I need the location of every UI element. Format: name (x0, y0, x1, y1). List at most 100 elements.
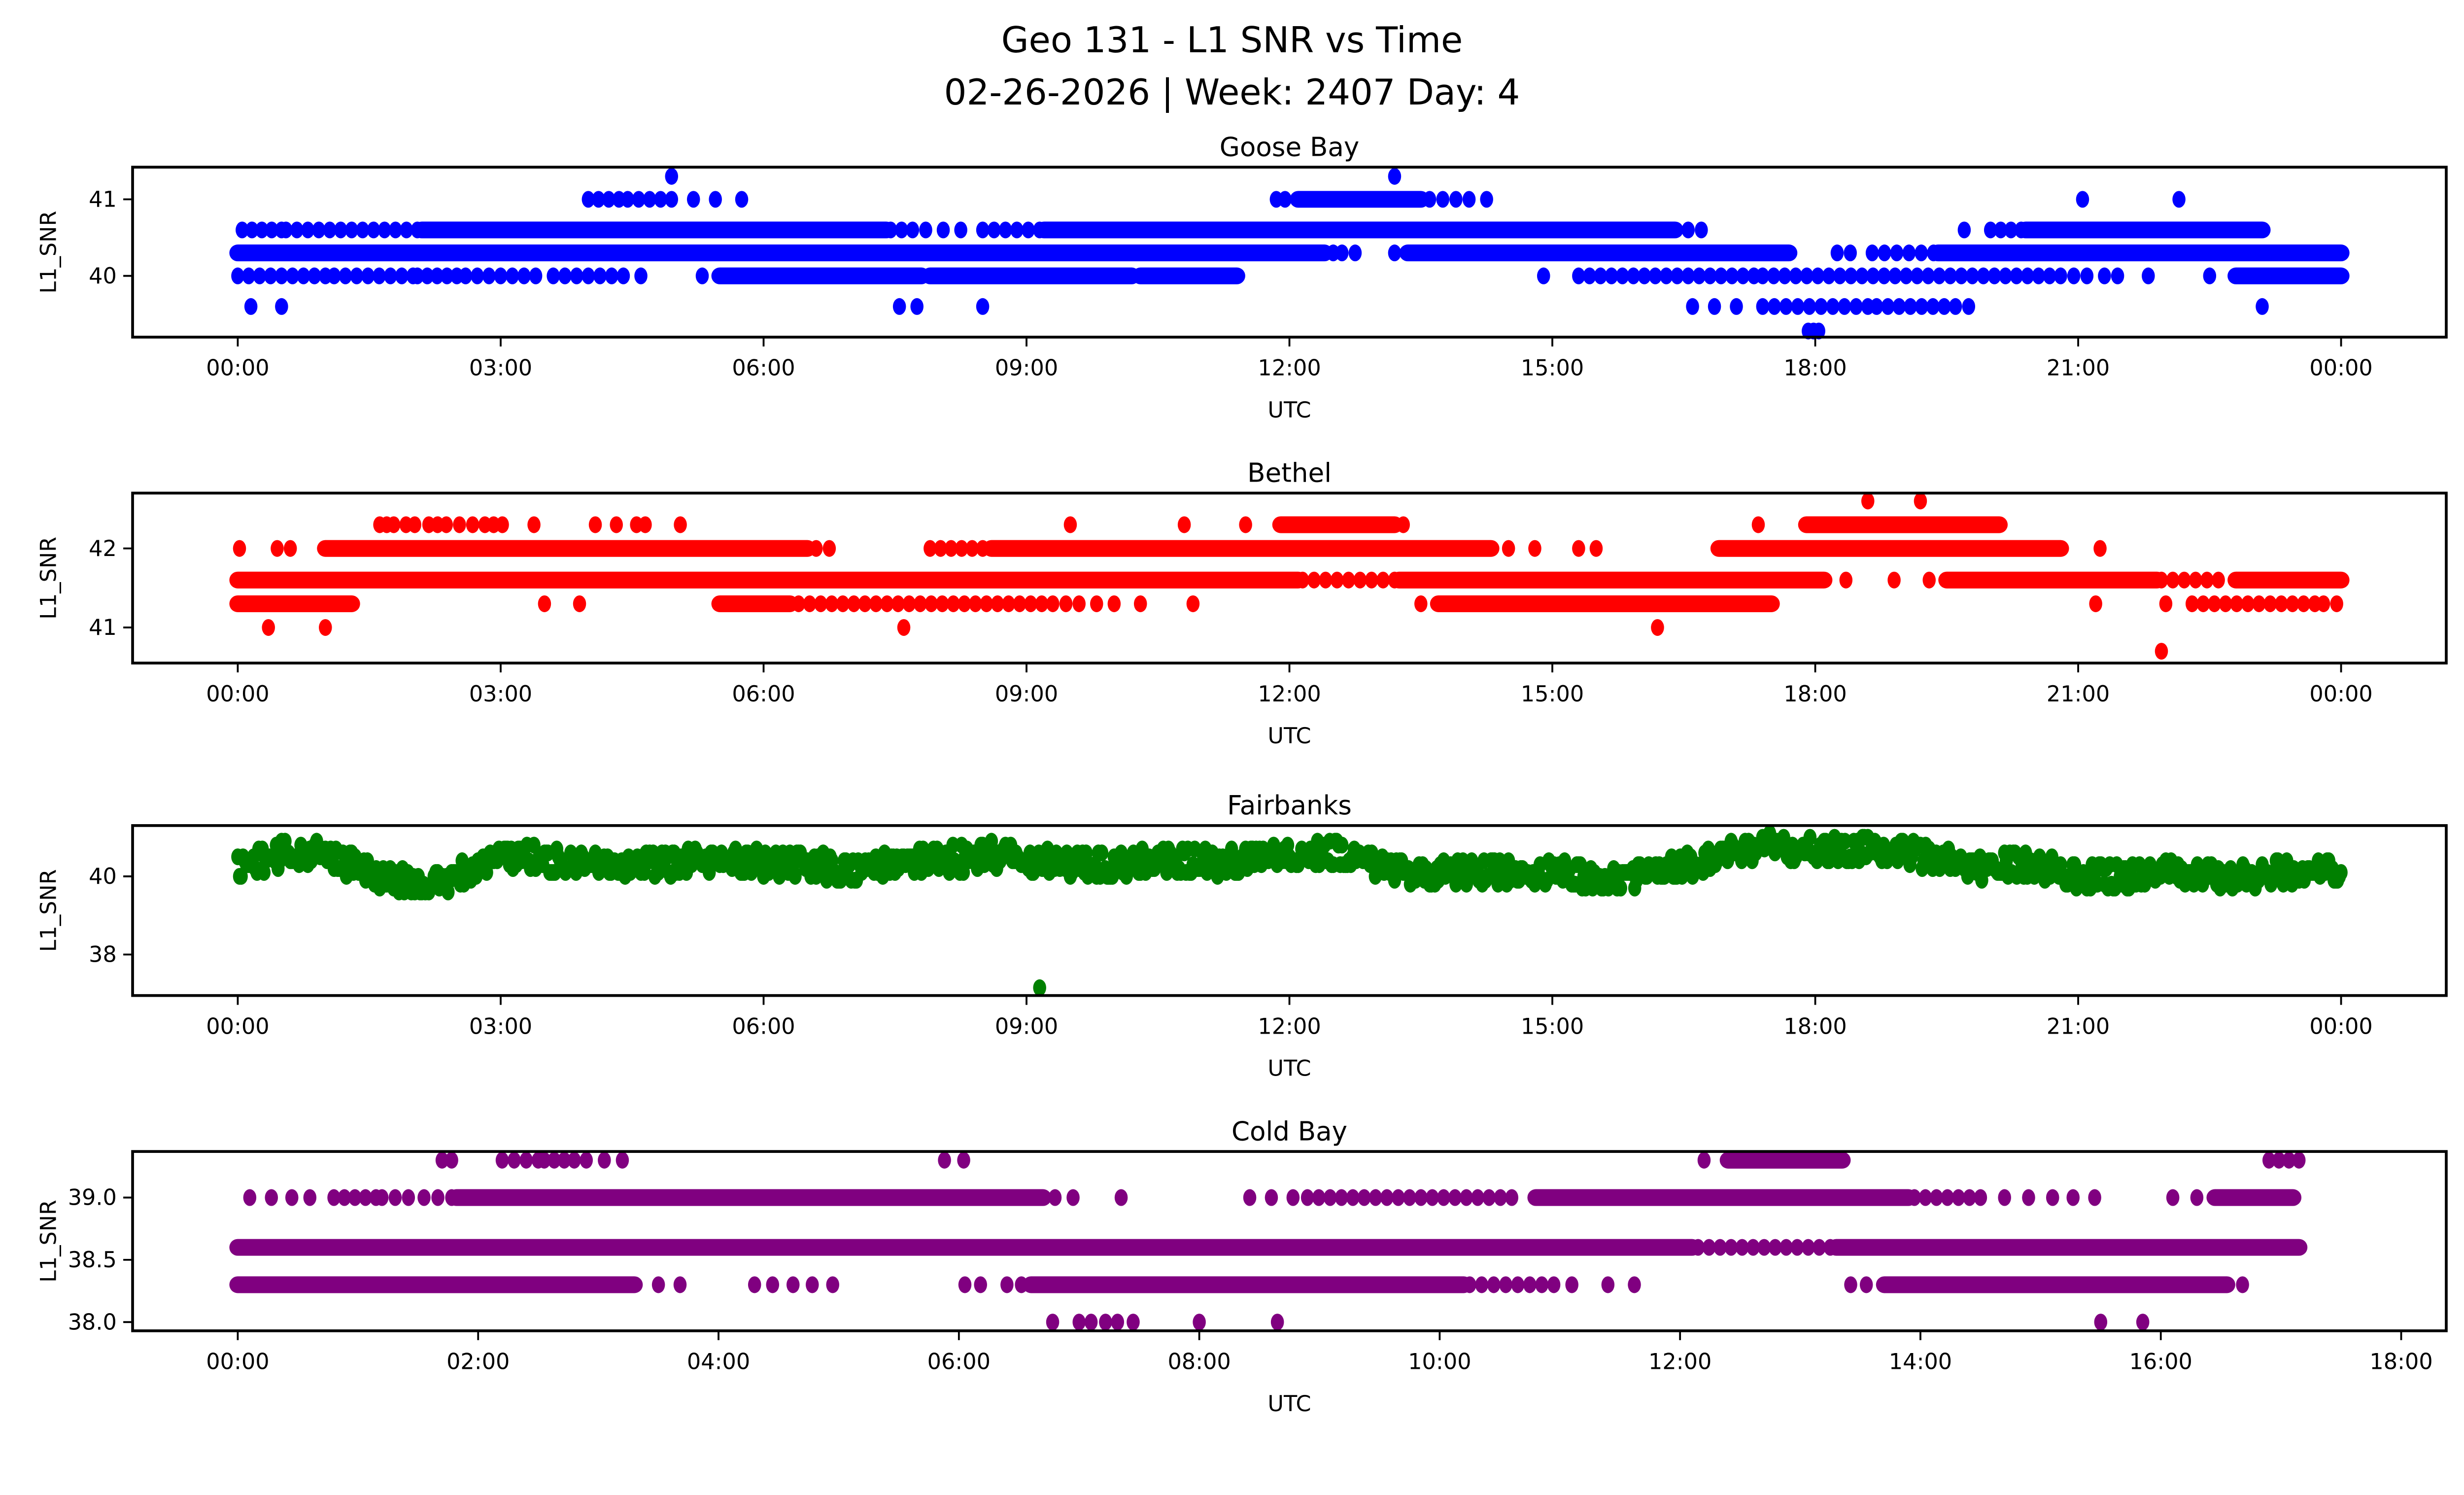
scatter-point (1388, 168, 1402, 185)
scatter-point (2136, 1314, 2150, 1331)
scatter-point (1397, 516, 1410, 533)
y-axis-label: L1_SNR (36, 537, 62, 620)
scatter-point (367, 221, 380, 239)
scatter-point (836, 595, 850, 612)
scatter-point (980, 595, 993, 612)
scatter-point (2155, 643, 2168, 660)
scatter-point (1839, 571, 1853, 589)
scatter-point (2185, 595, 2199, 612)
subplot-cold-bay: Cold Bay 00:00 02:00 04:00 06:00 08:00 10:00 12… (36, 1116, 2448, 1416)
scatter-point (264, 267, 277, 284)
scatter-point (2282, 1151, 2296, 1169)
scatter-point (1926, 298, 1940, 315)
scatter-point (420, 267, 434, 284)
scatter-point (1535, 1276, 1548, 1293)
scatter-point (506, 267, 519, 284)
scatter-point (255, 221, 269, 239)
scatter-series (229, 1151, 2308, 1331)
x-axis-label: UTC (1267, 724, 1311, 749)
y-tick-label: 40 (89, 864, 117, 889)
scatter-point (243, 1189, 257, 1206)
scatter-point (1460, 875, 1473, 893)
x-tick-label: 00:00 (206, 682, 269, 707)
scatter-point (858, 595, 872, 612)
scatter-point (602, 191, 616, 208)
scatter-point (231, 267, 244, 284)
scatter-point (1376, 571, 1390, 589)
scatter-point (1335, 836, 1349, 854)
scatter-point (244, 298, 258, 315)
scatter-point (1780, 1239, 1793, 1256)
x-tick-label: 18:00 (1783, 682, 1847, 707)
scatter-point (495, 1151, 509, 1169)
x-axis-label: UTC (1267, 1056, 1311, 1081)
scatter-point (1046, 1314, 1060, 1331)
scatter-point (1899, 267, 1913, 284)
scatter-point (1426, 1189, 1439, 1206)
scatter-point (2208, 595, 2221, 612)
scatter-point (1048, 1189, 1062, 1206)
scatter-point (327, 1189, 341, 1206)
x-tick-label: 14:00 (1889, 1350, 1952, 1375)
scatter-point (2190, 1189, 2204, 1206)
scatter-point (2021, 267, 2034, 284)
scatter-point (944, 540, 958, 557)
scatter-point (285, 1189, 299, 1206)
scatter-point (2166, 1189, 2180, 1206)
scatter-point (558, 267, 572, 284)
scatter-point (2252, 595, 2266, 612)
scatter-point (1730, 298, 1743, 315)
figure-title-line-2: 02-26-2026 | Week: 2407 Day: 4 (944, 71, 1520, 113)
scatter-point (301, 221, 314, 239)
scatter-point (906, 221, 920, 239)
subplot-goose-bay: Goose Bay 00:00 03:00 06:00 09:00 12:00 15:00 1… (36, 132, 2448, 423)
scatter-point (345, 221, 358, 239)
scatter-point (1414, 1189, 1428, 1206)
x-tick-label: 03:00 (469, 1014, 532, 1039)
scatter-point (1902, 244, 1916, 262)
scatter-point (445, 1151, 458, 1169)
scatter-point (1380, 1189, 1394, 1206)
scatter-point (1922, 571, 1936, 589)
scatter-point (1024, 595, 1037, 612)
scatter-point (924, 540, 937, 557)
scatter-point (766, 1276, 780, 1293)
x-tick-label: 15:00 (1521, 682, 1584, 707)
scatter-point (440, 267, 454, 284)
scatter-point (2297, 595, 2310, 612)
scatter-point (2166, 571, 2180, 589)
x-tick-label: 12:00 (1648, 1350, 1711, 1375)
scatter-point (1811, 267, 1825, 284)
scatter-point (356, 221, 370, 239)
scatter-point (1323, 1189, 1337, 1206)
scatter-point (1941, 1189, 1954, 1206)
scatter-point (2093, 540, 2107, 557)
x-tick-label: 21:00 (2047, 1014, 2110, 1039)
x-tick-label: 00:00 (206, 1014, 269, 1039)
scatter-point (1437, 1189, 1450, 1206)
scatter-point (1681, 267, 1695, 284)
scatter-point (938, 1151, 951, 1169)
x-tick-label: 21:00 (2047, 682, 2110, 707)
scatter-point (245, 221, 259, 239)
scatter-point (580, 1151, 593, 1169)
y-axis-label: L1_SNR (36, 1200, 62, 1283)
scatter-point (987, 221, 1001, 239)
scatter-point (508, 1151, 521, 1169)
scatter-point (1286, 1189, 1300, 1206)
scatter-point (1697, 1151, 1711, 1169)
scatter-point (1803, 829, 1817, 846)
scatter-point (1511, 1276, 1525, 1293)
scatter-point (1877, 267, 1891, 284)
scatter-point (262, 619, 275, 636)
scatter-point (2219, 595, 2232, 612)
x-tick-label: 18:00 (2369, 1350, 2432, 1375)
scatter-point (1528, 540, 1541, 557)
scatter-point (236, 221, 249, 239)
scatter-point (792, 595, 805, 612)
scatter-point (1330, 571, 1344, 589)
scatter-point (957, 1151, 970, 1169)
scatter-point (1111, 1314, 1125, 1331)
scatter-point (1601, 1276, 1615, 1293)
scatter-point (643, 191, 656, 208)
